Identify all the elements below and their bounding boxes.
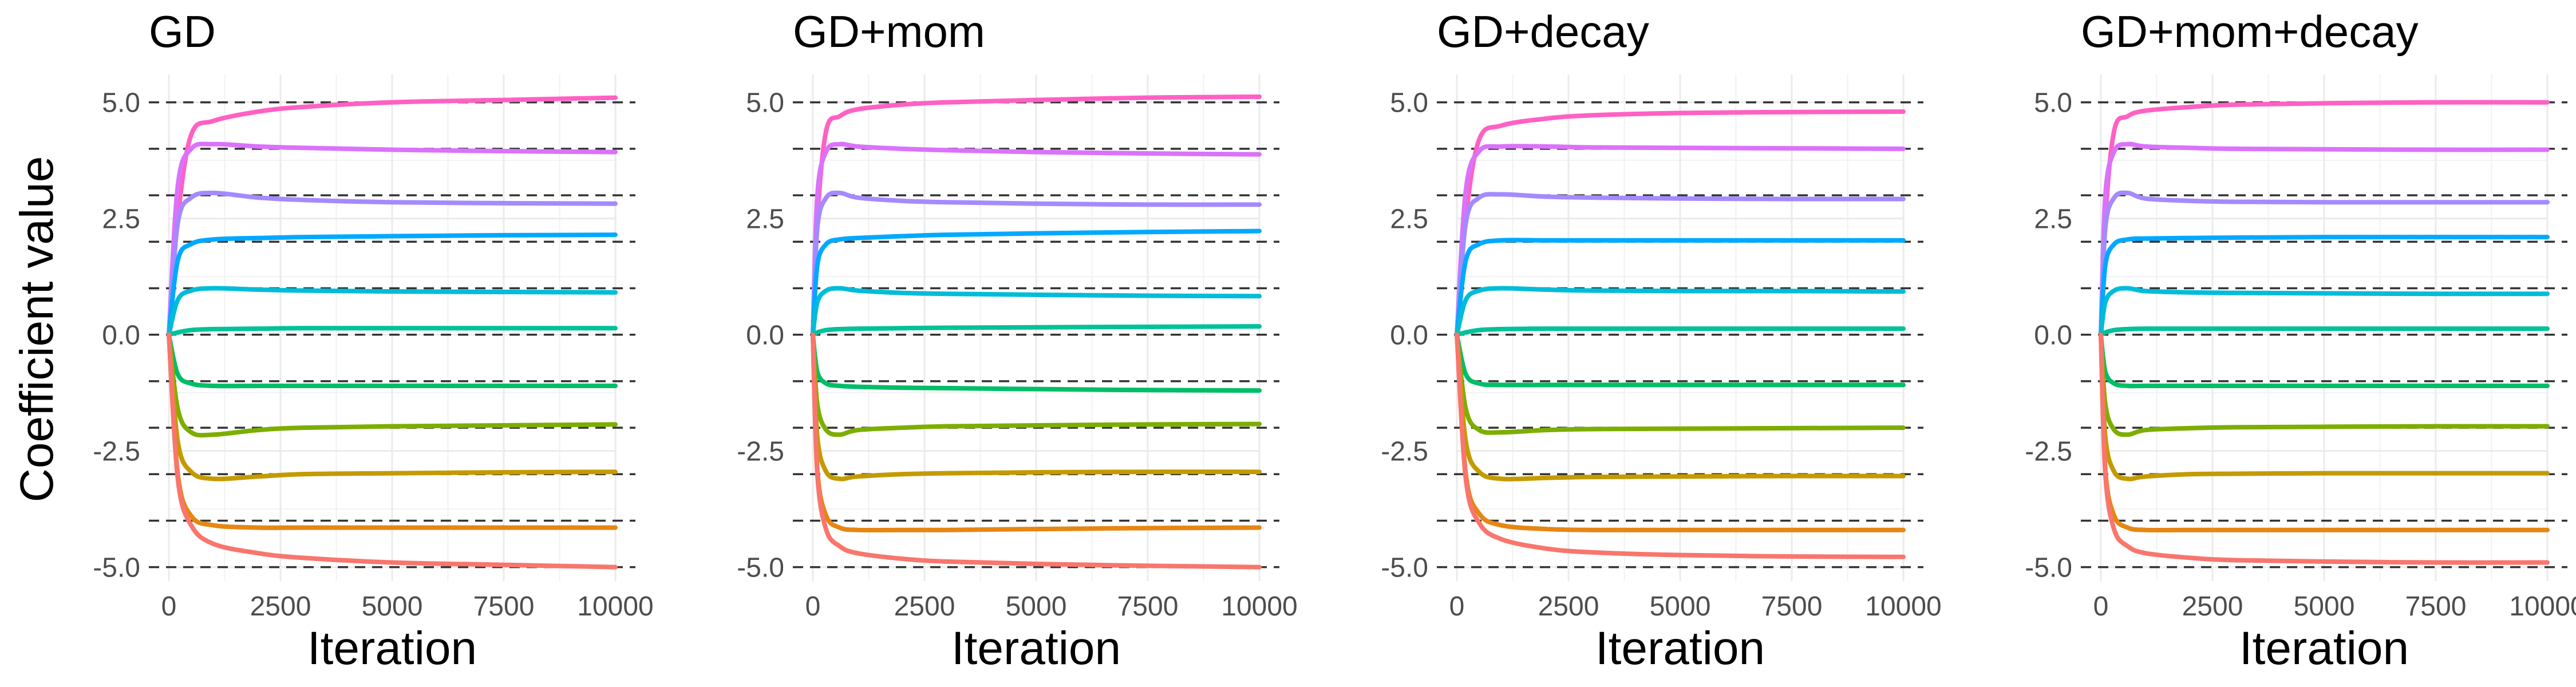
panel-2: GD+mom -5.0 -2.5 0.0 2.5 5.0 0 2500 5000 7500 1000… <box>737 6 1297 674</box>
series-line-5 <box>811 286 1262 337</box>
y-axis-title: Coefficient value <box>11 156 63 503</box>
x-tick-label: 5000 <box>1006 591 1067 622</box>
x-tick-label: 0 <box>161 591 177 622</box>
series-line-8 <box>1455 332 1906 435</box>
x-tick-label: 0 <box>2093 591 2109 622</box>
series-line-8 <box>2099 332 2550 437</box>
series-line-5 <box>167 286 618 337</box>
y-tick-label: -5.0 <box>2025 553 2072 583</box>
series-line-5 <box>1455 286 1906 337</box>
y-tick-label: -5.0 <box>737 553 784 583</box>
panel-title: GD+mom+decay <box>2081 6 2419 57</box>
series-line-2 <box>1455 144 1906 337</box>
y-tick-label: 0.0 <box>2034 321 2072 351</box>
series-line-11 <box>2099 332 2550 565</box>
series-line-4 <box>1455 238 1906 337</box>
y-tick-label: 5.0 <box>746 88 784 119</box>
series-line-6 <box>167 326 618 337</box>
x-tick-label: 2500 <box>250 591 311 622</box>
x-tick-label: 10000 <box>2509 591 2576 622</box>
y-tick-label: 5.0 <box>1390 88 1428 119</box>
series-line-11 <box>1455 332 1906 559</box>
series-line-3 <box>167 191 618 337</box>
series-line-4 <box>167 232 618 337</box>
y-tick-label: -5.0 <box>93 553 140 583</box>
x-axis-title: Iteration <box>307 622 477 674</box>
y-tick-label: 0.0 <box>1390 321 1428 351</box>
series-line-4 <box>2099 235 2550 337</box>
y-tick-label: 2.5 <box>102 204 140 235</box>
series-line-7 <box>1455 332 1906 388</box>
y-tick-label: -2.5 <box>737 437 784 467</box>
panel-title: GD+mom <box>793 6 985 57</box>
chart-panels: GD -5.0 -2.5 0.0 2.5 5.0 0 2500 5000 7500 10000 Ite… <box>93 6 2576 674</box>
panel-title: GD+decay <box>1437 6 1649 57</box>
y-tick-label: 2.5 <box>1390 204 1428 235</box>
x-tick-label: 10000 <box>1221 591 1297 622</box>
x-axis-title: Iteration <box>1595 622 1765 674</box>
series-line-6 <box>2099 326 2550 337</box>
y-tick-label: 2.5 <box>2034 204 2072 235</box>
y-tick-label: 5.0 <box>102 88 140 119</box>
series-group <box>2099 100 2550 565</box>
x-tick-label: 7500 <box>1761 591 1823 622</box>
series-line-11 <box>167 332 618 570</box>
x-axis-title: Iteration <box>951 622 1121 674</box>
y-tick-label: 2.5 <box>746 204 784 235</box>
x-tick-label: 5000 <box>2294 591 2355 622</box>
series-line-9 <box>811 332 1262 481</box>
panel-title: GD <box>149 6 216 57</box>
panel-3: GD+decay -5.0 -2.5 0.0 2.5 5.0 0 2500 5000 7500 10… <box>1381 6 1941 674</box>
series-line-4 <box>811 228 1262 337</box>
series-line-6 <box>1455 326 1906 337</box>
x-tick-label: 0 <box>1449 591 1465 622</box>
x-tick-label: 5000 <box>1650 591 1711 622</box>
x-tick-label: 2500 <box>2182 591 2243 622</box>
y-tick-label: 0.0 <box>102 321 140 351</box>
series-line-7 <box>811 332 1262 393</box>
series-line-9 <box>1455 332 1906 481</box>
series-group <box>1455 109 1906 559</box>
x-tick-label: 7500 <box>1117 591 1179 622</box>
series-line-2 <box>2099 141 2550 337</box>
x-tick-label: 0 <box>805 591 821 622</box>
series-group <box>167 95 618 570</box>
series-group <box>811 94 1262 570</box>
x-axis-title: Iteration <box>2239 622 2409 674</box>
series-line-3 <box>2099 190 2550 337</box>
x-tick-label: 2500 <box>1538 591 1599 622</box>
x-tick-label: 7500 <box>473 591 535 622</box>
series-line-2 <box>811 141 1262 337</box>
series-line-9 <box>167 332 618 481</box>
x-tick-label: 2500 <box>894 591 955 622</box>
panel-4: GD+mom+decay -5.0 -2.5 0.0 2.5 5.0 0 2500 5000 75… <box>2025 6 2576 674</box>
y-tick-label: 5.0 <box>2034 88 2072 119</box>
x-tick-label: 10000 <box>1865 591 1941 622</box>
series-line-7 <box>2099 332 2550 389</box>
x-tick-label: 7500 <box>2405 591 2467 622</box>
y-tick-label: -2.5 <box>93 437 140 467</box>
panel-1: GD -5.0 -2.5 0.0 2.5 5.0 0 2500 5000 7500 10000 Ite… <box>93 6 653 674</box>
y-tick-label: 0.0 <box>746 321 784 351</box>
x-tick-label: 10000 <box>577 591 653 622</box>
series-line-3 <box>1455 192 1906 337</box>
series-line-2 <box>167 141 618 337</box>
series-line-5 <box>2099 286 2550 337</box>
series-line-6 <box>811 324 1262 337</box>
y-tick-label: -2.5 <box>1381 437 1428 467</box>
x-tick-label: 5000 <box>362 591 423 622</box>
series-line-8 <box>167 332 618 438</box>
y-tick-label: -2.5 <box>2025 437 2072 467</box>
series-line-3 <box>811 190 1262 337</box>
series-line-11 <box>811 332 1262 570</box>
y-tick-label: -5.0 <box>1381 553 1428 583</box>
series-line-7 <box>167 332 618 389</box>
series-line-8 <box>811 332 1262 437</box>
series-line-9 <box>2099 332 2550 481</box>
